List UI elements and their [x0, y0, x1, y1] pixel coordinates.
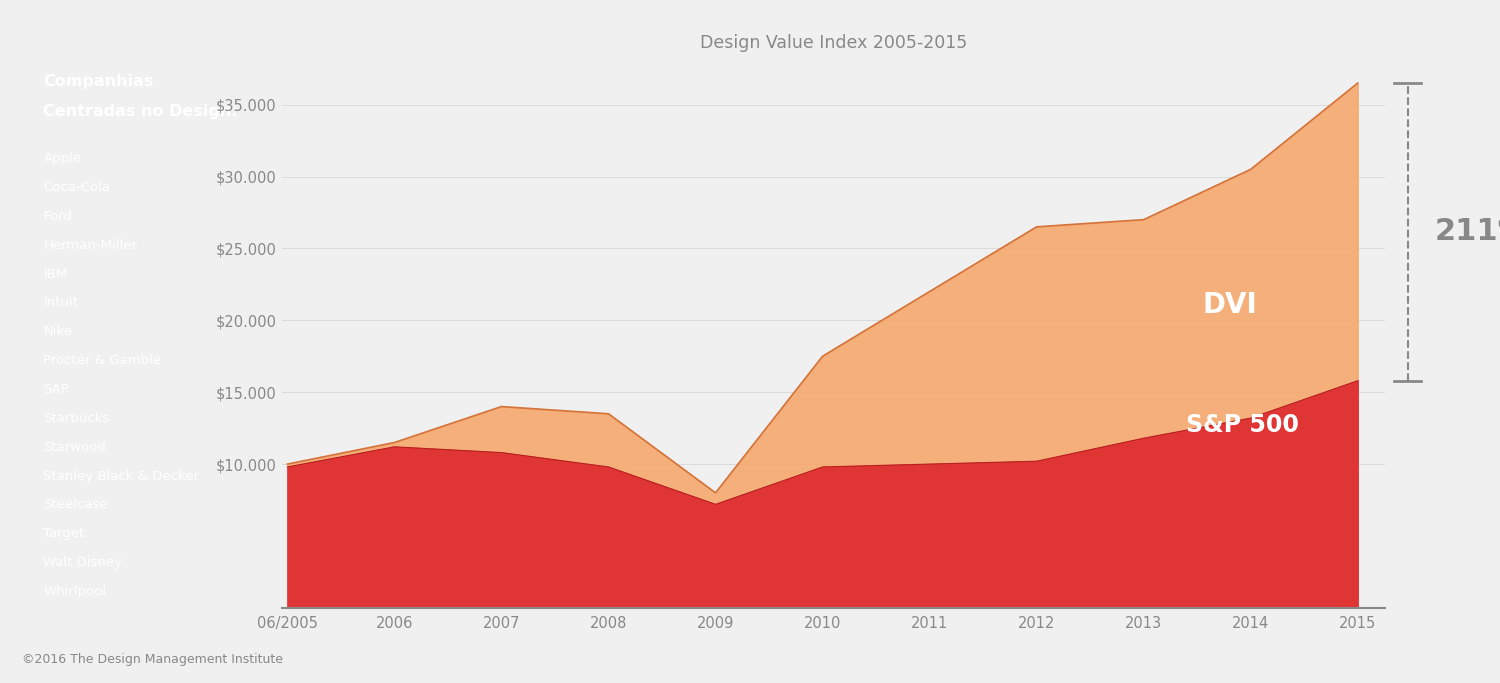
- Text: Whirlpool: Whirlpool: [44, 585, 106, 598]
- Text: Procter & Gamble: Procter & Gamble: [44, 354, 162, 367]
- Text: Walt Disney: Walt Disney: [44, 556, 123, 569]
- Text: Centradas no Design:: Centradas no Design:: [44, 104, 238, 119]
- Text: Herman-Miller: Herman-Miller: [44, 239, 138, 252]
- Text: Steelcase: Steelcase: [44, 499, 108, 512]
- Title: Design Value Index 2005-2015: Design Value Index 2005-2015: [699, 33, 968, 52]
- Text: IBM: IBM: [44, 268, 68, 281]
- Text: Apple: Apple: [44, 152, 81, 165]
- Text: Starbucks: Starbucks: [44, 412, 110, 425]
- Text: ©2016 The Design Management Institute: ©2016 The Design Management Institute: [22, 653, 284, 666]
- Text: Starwood: Starwood: [44, 441, 106, 454]
- Text: Companhias: Companhias: [44, 74, 154, 89]
- Text: Nike: Nike: [44, 325, 72, 338]
- Text: Ford: Ford: [44, 210, 72, 223]
- Text: 211%: 211%: [1434, 217, 1500, 247]
- Text: DVI: DVI: [1203, 291, 1257, 319]
- Text: Intuit: Intuit: [44, 296, 78, 309]
- Text: SAP: SAP: [44, 383, 69, 396]
- Text: Coca-Cola: Coca-Cola: [44, 181, 111, 194]
- Text: Stanley Black & Decker: Stanley Black & Decker: [44, 469, 200, 482]
- Text: S&P 500: S&P 500: [1186, 413, 1299, 437]
- Text: Target: Target: [44, 527, 84, 540]
